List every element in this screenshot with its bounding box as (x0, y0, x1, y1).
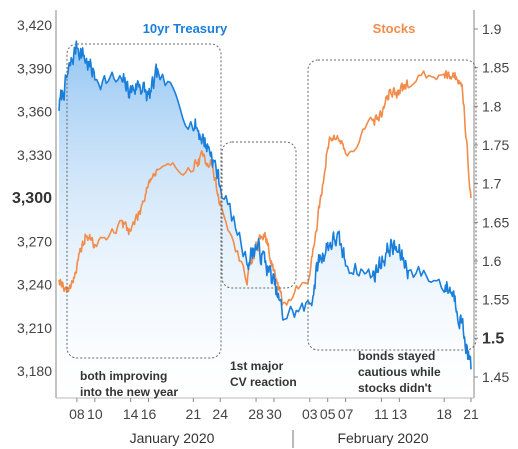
left-y-tick-label: 3,300 (12, 190, 52, 207)
right-y-tick-label: 1.8 (482, 98, 502, 114)
month-label-january: January 2020 (130, 430, 215, 446)
x-tick-label: 24 (212, 406, 228, 422)
annotation-box-cv-reaction (221, 141, 297, 289)
left-y-ticks: 3,180 3,210 3,240 3,270 3,300 3,330 3,360 3,390… (12, 17, 52, 379)
x-tick-label: 03 (302, 406, 318, 422)
right-y-tick-label: 1.9 (482, 21, 502, 37)
annotation-cv-line-2: CV reaction (230, 375, 297, 389)
x-tick-label: 08 (69, 406, 85, 422)
x-tick-label: 21 (463, 406, 479, 422)
legend: 10yr Treasury Stocks (143, 21, 416, 36)
right-y-tick-label: 1.85 (482, 60, 509, 76)
x-tick-label: 05 (320, 406, 336, 422)
annotation-box-january (66, 43, 222, 359)
annotation-january-line-2: into the new year (80, 385, 178, 399)
left-y-tick-label: 3,360 (17, 104, 52, 120)
x-tick-label: 13 (392, 406, 408, 422)
annotations: both improving into the new year 1st maj… (80, 349, 444, 399)
left-y-tick-label: 3,420 (17, 17, 52, 33)
right-y-tick-label: 1.7 (482, 176, 502, 192)
annotation-boxes (66, 43, 477, 359)
left-y-tick-label: 3,390 (17, 60, 52, 76)
x-tick-label: 18 (436, 406, 452, 422)
axes (55, 10, 475, 448)
left-y-tick-label: 3,240 (17, 277, 52, 293)
annotation-february-line-3: stocks didn't (358, 381, 432, 395)
legend-stocks: Stocks (373, 21, 416, 36)
left-y-tick-label: 3,270 (17, 233, 52, 249)
right-y-tick-label: 1.6 (482, 253, 502, 269)
annotation-january: both improving into the new year (80, 369, 178, 399)
x-tick-label: 30 (266, 406, 282, 422)
x-tick-label: 07 (338, 406, 354, 422)
month-labels: January 2020 February 2020 (130, 430, 429, 446)
month-label-february: February 2020 (337, 430, 428, 446)
annotation-cv-line-1: 1st major (230, 359, 284, 373)
x-tick-label: 14 (123, 406, 139, 422)
x-tick-label: 28 (248, 406, 264, 422)
right-y-ticks: 1.45 1.5 1.55 1.6 1.65 1.7 1.75 1.8 1.85 1.9 (474, 21, 509, 385)
right-y-tick-label: 1.75 (482, 137, 509, 153)
right-y-tick-label: 1.65 (482, 214, 509, 230)
left-y-tick-label: 3,330 (17, 147, 52, 163)
plot-area (58, 40, 472, 398)
series-line-10yr-treasury (58, 40, 472, 370)
annotation-cv-reaction: 1st major CV reaction (230, 359, 297, 389)
x-tick-label: 21 (186, 406, 202, 422)
right-y-tick-label: 1.45 (482, 369, 509, 385)
right-y-tick-label: 1.55 (482, 292, 509, 308)
right-y-tick-label: 1.5 (482, 330, 504, 347)
legend-treasury: 10yr Treasury (143, 21, 228, 36)
annotation-february-line-1: bonds stayed (358, 349, 435, 363)
x-tick-label: 16 (141, 406, 157, 422)
x-ticks: 08 10 14 16 21 24 28 30 03 05 07 11 13 18 21 (69, 398, 479, 422)
annotation-february-line-2: cautious while (358, 365, 441, 379)
annotation-january-line-1: both improving (80, 369, 167, 383)
left-y-tick-label: 3,180 (17, 363, 52, 379)
annotation-february: bonds stayed cautious while stocks didn'… (358, 349, 444, 395)
left-y-tick-label: 3,210 (17, 320, 52, 336)
series-line-stocks (58, 70, 472, 306)
annotation-box-february (307, 59, 477, 351)
series-area-10yr-treasury (59, 41, 471, 398)
x-tick-label: 10 (87, 406, 103, 422)
x-tick-label: 11 (374, 406, 389, 422)
